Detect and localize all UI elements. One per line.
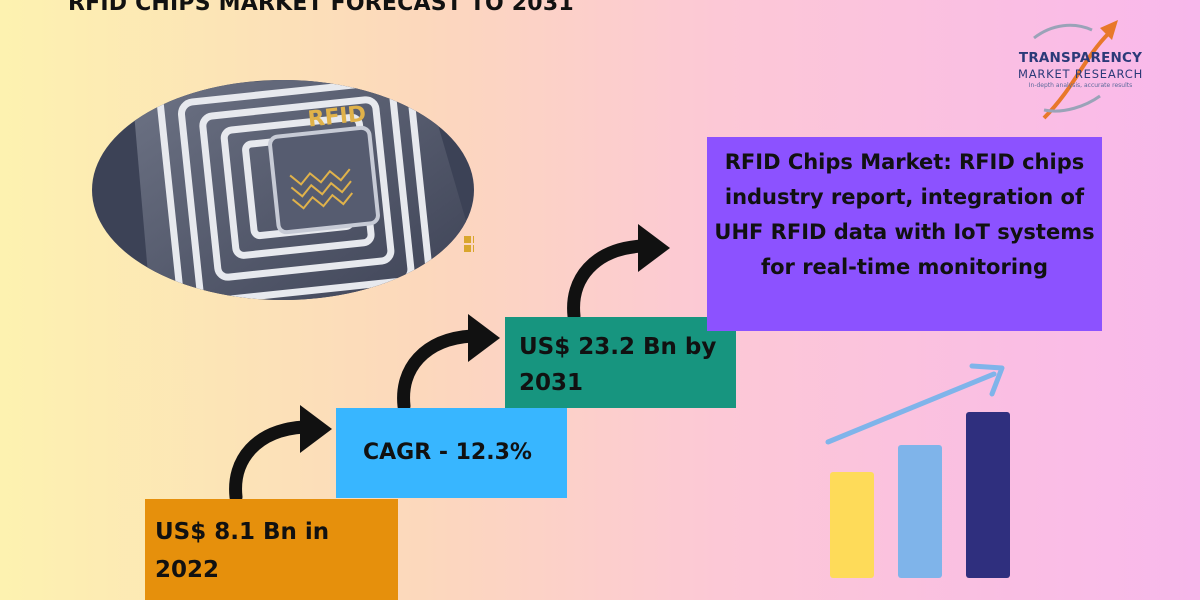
logo: TRANSPARENCY MARKET RESEARCH In-depth an… (1008, 50, 1153, 89)
step-2031-value: US$ 23.2 Bn by 2031 (505, 317, 736, 408)
bar-small (830, 472, 874, 578)
bar-medium (898, 445, 942, 578)
page-title: RFID CHIPS MARKET FORECAST TO 2031 (68, 0, 574, 16)
logo-line2: MARKET RESEARCH (1017, 67, 1144, 81)
logo-line1: TRANSPARENCY (1018, 50, 1143, 66)
step-cagr: CAGR - 12.3% (336, 408, 567, 498)
curved-arrow-icon (229, 405, 332, 500)
curved-arrow-icon (397, 314, 500, 409)
step-2022-value: US$ 8.1 Bn in 2022 (145, 499, 398, 600)
bar-large (966, 412, 1010, 578)
trend-arrow-icon (825, 371, 997, 445)
curved-arrow-icon (567, 224, 670, 319)
logo-arrow-icon (1033, 20, 1118, 120)
chip-label: RFID (307, 102, 368, 133)
rfid-chip-image: RFID (92, 80, 474, 300)
growth-bar-chart-icon (825, 363, 1010, 578)
logo-line3: In-depth analysis, accurate results (1028, 82, 1133, 89)
market-callout: RFID Chips Market: RFID chips industry r… (707, 137, 1102, 331)
